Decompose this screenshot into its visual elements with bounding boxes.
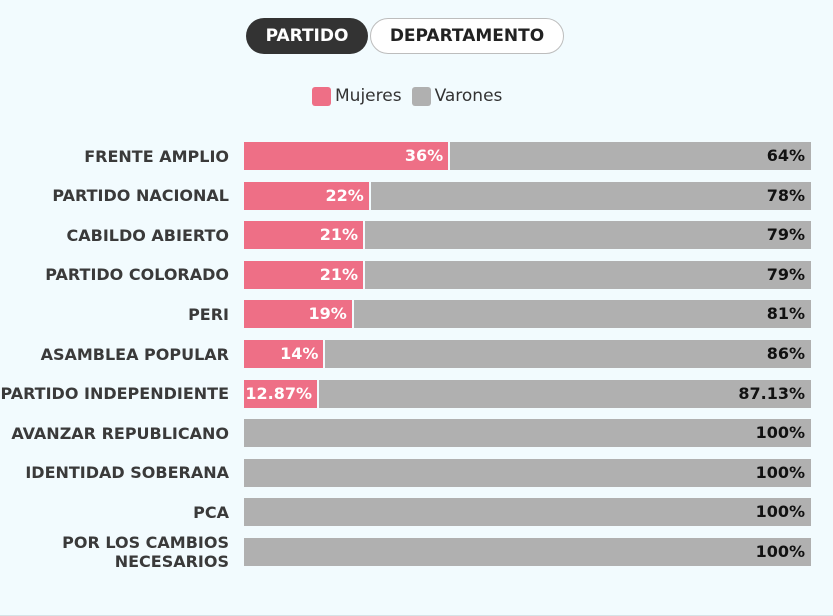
bar-varones <box>353 300 811 329</box>
stacked-bar: 100% <box>244 419 811 448</box>
category-label: PCA <box>193 502 229 522</box>
bar-varones <box>365 221 811 250</box>
value-label-varones: 64% <box>766 146 805 165</box>
bar-mujeres <box>244 340 324 368</box>
legend-swatch-mujeres <box>312 86 331 106</box>
category-label: PARTIDO INDEPENDIENTE <box>0 384 229 404</box>
legend-item-varones: Varones <box>411 86 503 106</box>
bar-varones <box>450 142 811 170</box>
value-label-varones: 87.13% <box>738 383 805 403</box>
bar-mujeres <box>244 260 364 289</box>
chart-row: PARTIDO NACIONAL 22% 78% <box>0 181 833 210</box>
bar-varones <box>365 260 811 289</box>
bar-varones <box>244 458 811 487</box>
stacked-bar: 21% 79% <box>244 221 811 250</box>
stacked-bar: 100% <box>244 458 811 487</box>
value-label-mujeres: 21% <box>319 225 359 245</box>
chart-row: ASAMBLEA POPULAR 14% 86% <box>0 340 833 368</box>
bar-varones <box>370 181 811 210</box>
value-label-varones: 86% <box>766 344 805 363</box>
category-label: AVANZAR REPUBLICANO <box>11 423 229 443</box>
stacked-bar: 12.87% 87.13% <box>244 379 811 408</box>
category-label: CABILDO ABIERTO <box>66 225 230 245</box>
bar-mujeres <box>244 300 352 329</box>
value-label-mujeres: 14% <box>280 344 319 363</box>
value-label-varones: 79% <box>766 264 805 284</box>
bar-mujeres <box>244 142 449 170</box>
tab-partido[interactable]: PARTIDO <box>246 18 368 54</box>
value-label-mujeres: 19% <box>308 304 347 324</box>
stacked-bar: 100% <box>244 538 811 566</box>
category-label: PARTIDO COLORADO <box>45 265 229 285</box>
chart-row: FRENTE AMPLIO 36% 64% <box>0 142 833 170</box>
bar-varones <box>325 340 811 368</box>
category-label: FRENTE AMPLIO <box>84 146 229 166</box>
bar-mujeres <box>244 181 369 210</box>
value-label-varones: 81% <box>766 304 805 324</box>
category-label: POR LOS CAMBIOS NECESARIOS <box>62 533 229 571</box>
chart-row: PARTIDO COLORADO 21% 79% <box>0 260 833 289</box>
value-label-varones: 100% <box>755 542 805 561</box>
category-label: ASAMBLEA POPULAR <box>40 344 229 364</box>
tab-departamento[interactable]: DEPARTAMENTO <box>370 18 564 54</box>
bar-varones <box>244 498 811 527</box>
value-label-varones: 78% <box>766 185 805 205</box>
stacked-bar: 22% 78% <box>244 181 811 210</box>
value-label-varones: 100% <box>755 502 805 522</box>
stacked-bar: 100% <box>244 498 811 527</box>
value-label-varones: 79% <box>766 225 805 245</box>
chart-row: PCA 100% <box>0 498 833 527</box>
category-label: PERI <box>188 304 229 324</box>
value-label-mujeres: 22% <box>325 185 364 205</box>
stacked-bar: 19% 81% <box>244 300 811 329</box>
view-toggle: PARTIDO DEPARTAMENTO <box>246 18 564 54</box>
stacked-bar: 36% 64% <box>244 142 811 170</box>
legend-item-mujeres: Mujeres <box>312 86 402 106</box>
chart-row: CABILDO ABIERTO 21% 79% <box>0 221 833 250</box>
bar-varones <box>318 379 811 408</box>
stacked-bar: 21% 79% <box>244 260 811 289</box>
value-label-varones: 100% <box>755 423 805 443</box>
chart-row: PARTIDO INDEPENDIENTE 12.87% 87.13% <box>0 379 833 408</box>
bar-varones <box>244 538 811 566</box>
chart-row: PERI 19% 81% <box>0 300 833 329</box>
chart-row: IDENTIDAD SOBERANA 100% <box>0 458 833 487</box>
bar-varones <box>244 419 811 448</box>
value-label-mujeres: 36% <box>404 146 444 165</box>
value-label-mujeres: 21% <box>319 264 359 284</box>
chart-row: POR LOS CAMBIOS NECESARIOS 100% <box>0 533 833 571</box>
legend-label-varones: Varones <box>434 86 503 106</box>
category-label: PARTIDO NACIONAL <box>52 186 229 206</box>
value-label-mujeres: 12.87% <box>245 383 312 403</box>
chart-row: AVANZAR REPUBLICANO 100% <box>0 419 833 448</box>
bar-mujeres <box>244 379 317 408</box>
chart-legend: Mujeres Varones <box>312 86 512 106</box>
stacked-bar: 14% 86% <box>244 340 811 368</box>
bar-mujeres <box>244 221 364 250</box>
category-label: IDENTIDAD SOBERANA <box>25 463 229 483</box>
legend-swatch-varones <box>411 86 431 106</box>
legend-label-mujeres: Mujeres <box>335 86 402 106</box>
value-label-varones: 100% <box>755 462 805 482</box>
